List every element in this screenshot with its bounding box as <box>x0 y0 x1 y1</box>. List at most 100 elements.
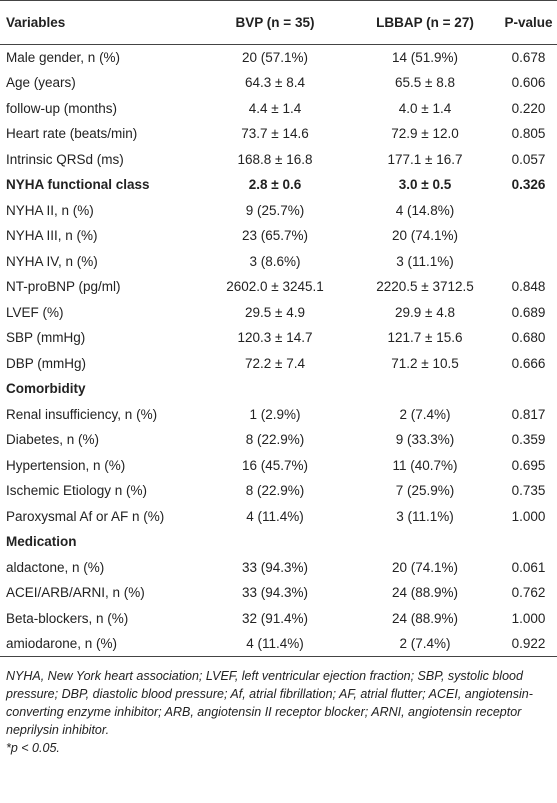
cell: 3 (8.6%) <box>249 253 301 269</box>
row-label: ACEI/ARB/ARNI, n (%) <box>6 585 145 601</box>
cell: 2 (7.4%) <box>350 631 500 657</box>
row-label: LVEF (%) <box>6 304 64 320</box>
empty-cell <box>200 529 350 555</box>
table-row: Ischemic Etiology n (%) 8 (22.9%) 7 (25.9%… <box>0 478 557 504</box>
row-label: SBP (mmHg) <box>6 330 86 346</box>
table-row: Diabetes, n (%) 8 (22.9%) 9 (33.3%) 0.359 <box>0 427 557 453</box>
row-label: Comorbidity <box>6 381 86 397</box>
header-row: Variables BVP (n = 35) LBBAP (n = 27) P-val… <box>0 0 557 45</box>
cell: 0.359 <box>511 432 546 448</box>
row-label: Male gender, n (%) <box>6 50 121 65</box>
cell: 0.061 <box>511 559 546 575</box>
cell: 0.326 <box>511 177 546 193</box>
row-label: NYHA II, n (%) <box>6 202 94 218</box>
row-label: Medication <box>6 534 77 550</box>
cell: 0.678 <box>511 50 546 65</box>
cell: 0.762 <box>511 585 546 601</box>
cell: 24 (88.9%) <box>391 585 459 601</box>
row-label: Paroxysmal Af or AF n (%) <box>6 508 165 524</box>
row-label: Diabetes, n (%) <box>6 432 100 448</box>
cell: 29.5 ± 4.9 <box>245 304 305 320</box>
empty-cell <box>200 376 350 402</box>
cell: 16 (45.7%) <box>241 457 309 473</box>
cell: 0.695 <box>511 457 546 473</box>
cell: 121.7 ± 15.6 <box>387 330 463 346</box>
cell: 168.8 ± 16.8 <box>237 151 313 167</box>
cell: 0.735 <box>511 483 546 499</box>
row-label: aldactone, n (%) <box>6 559 105 575</box>
table-row: NYHA III, n (%) 23 (65.7%) 20 (74.1%) <box>0 223 557 249</box>
cell: 20 (57.1%) <box>241 50 309 65</box>
row-label: Heart rate (beats/min) <box>6 126 138 142</box>
cell: 0.057 <box>511 151 546 167</box>
row-label: NT-proBNP (pg/ml) <box>6 279 121 295</box>
cell: 4 (11.4%) <box>200 631 350 657</box>
cell: 73.7 ± 14.6 <box>241 126 309 142</box>
row-label: Hypertension, n (%) <box>6 457 126 473</box>
cell: 4 (14.8%) <box>395 202 455 218</box>
row-label: NYHA IV, n (%) <box>6 253 98 269</box>
cell: 8 (22.9%) <box>245 483 305 499</box>
table-row: Paroxysmal Af or AF n (%) 4 (11.4%) 3 (11.… <box>0 504 557 530</box>
table-row: aldactone, n (%) 33 (94.3%) 20 (74.1%) 0.06… <box>0 555 557 581</box>
row-label: Ischemic Etiology n (%) <box>6 483 148 499</box>
table-row: NYHA II, n (%) 9 (25.7%) 4 (14.8%) <box>0 198 557 224</box>
table-row: follow-up (months) 4.4 ± 1.4 4.0 ± 1.4 0.22… <box>0 96 557 122</box>
cell: 0.689 <box>511 304 546 320</box>
cell: 1 (2.9%) <box>249 406 301 422</box>
cell: 0.680 <box>511 330 546 346</box>
table-row: DBP (mmHg) 72.2 ± 7.4 71.2 ± 10.5 0.666 <box>0 351 557 377</box>
table-row: NT-proBNP (pg/ml) 2602.0 ± 3245.1 2220.5 ±… <box>0 274 557 300</box>
table-row: NYHA functional class 2.8 ± 0.6 3.0 ± 0.5 0… <box>0 172 557 198</box>
cell: 3.0 ± 0.5 <box>398 177 452 193</box>
table-row: ACEI/ARB/ARNI, n (%) 33 (94.3%) 24 (88.9%)… <box>0 580 557 606</box>
cell: 4 (11.4%) <box>246 508 304 524</box>
cell: 33 (94.3%) <box>241 585 309 601</box>
header-cell: Variables <box>0 0 200 45</box>
cell: 24 (88.9%) <box>391 610 459 626</box>
cell: 2602.0 ± 3245.1 <box>226 279 324 295</box>
cell: 2 (7.4%) <box>399 406 451 422</box>
cell: 33 (94.3%) <box>241 559 309 575</box>
cell: 20 (74.1%) <box>391 228 459 244</box>
table-row: Heart rate (beats/min) 73.7 ± 14.6 72.9 ± … <box>0 121 557 147</box>
row-label: NYHA functional class <box>6 177 150 193</box>
cell: 11 (40.7%) <box>392 457 458 473</box>
cell: 0.805 <box>511 126 546 142</box>
cell: 8 (22.9%) <box>245 432 305 448</box>
cell: 4.4 ± 1.4 <box>248 100 302 116</box>
cell: 120.3 ± 14.7 <box>237 330 313 346</box>
table-row: Beta-blockers, n (%) 32 (91.4%) 24 (88.9%)… <box>0 606 557 632</box>
empty-cell <box>500 376 557 402</box>
empty-cell <box>350 529 500 555</box>
cell: 32 (91.4%) <box>241 610 309 626</box>
cell: 3 (11.1%) <box>396 253 454 269</box>
footnote-significance: *p < 0.05. <box>6 741 60 755</box>
table-row: LVEF (%) 29.5 ± 4.9 29.9 ± 4.8 0.689 <box>0 300 557 326</box>
cell: 0.606 <box>511 75 546 91</box>
row-label: follow-up (months) <box>6 100 118 116</box>
row-label: Beta-blockers, n (%) <box>6 610 129 626</box>
cell: 2.8 ± 0.6 <box>248 177 302 193</box>
footnote-text: NYHA, New York heart association; LVEF, … <box>6 669 533 737</box>
cell: 23 (65.7%) <box>241 228 309 244</box>
empty-cell <box>500 249 557 275</box>
table-row: amiodarone, n (%) 4 (11.4%) 2 (7.4%) 0.922 <box>0 631 557 657</box>
cell: 29.9 ± 4.8 <box>395 304 455 320</box>
cell: 7 (25.9%) <box>395 483 455 499</box>
row-label: DBP (mmHg) <box>6 355 87 371</box>
empty-cell <box>500 529 557 555</box>
cell: 0.220 <box>511 100 546 116</box>
table-row: Comorbidity <box>0 376 557 402</box>
table-row: Intrinsic QRSd (ms) 168.8 ± 16.8 177.1 ± 1… <box>0 147 557 173</box>
cell: 14 (51.9%) <box>391 50 459 65</box>
cell: 177.1 ± 16.7 <box>387 151 463 167</box>
row-label: NYHA III, n (%) <box>6 228 98 244</box>
cell: 72.9 ± 12.0 <box>391 126 459 142</box>
header-cell: P-value <box>500 0 557 45</box>
empty-cell <box>500 223 557 249</box>
data-table: Variables BVP (n = 35) LBBAP (n = 27) P-val… <box>0 0 557 657</box>
cell: 9 (25.7%) <box>245 202 305 218</box>
row-label: Age (years) <box>6 75 76 91</box>
